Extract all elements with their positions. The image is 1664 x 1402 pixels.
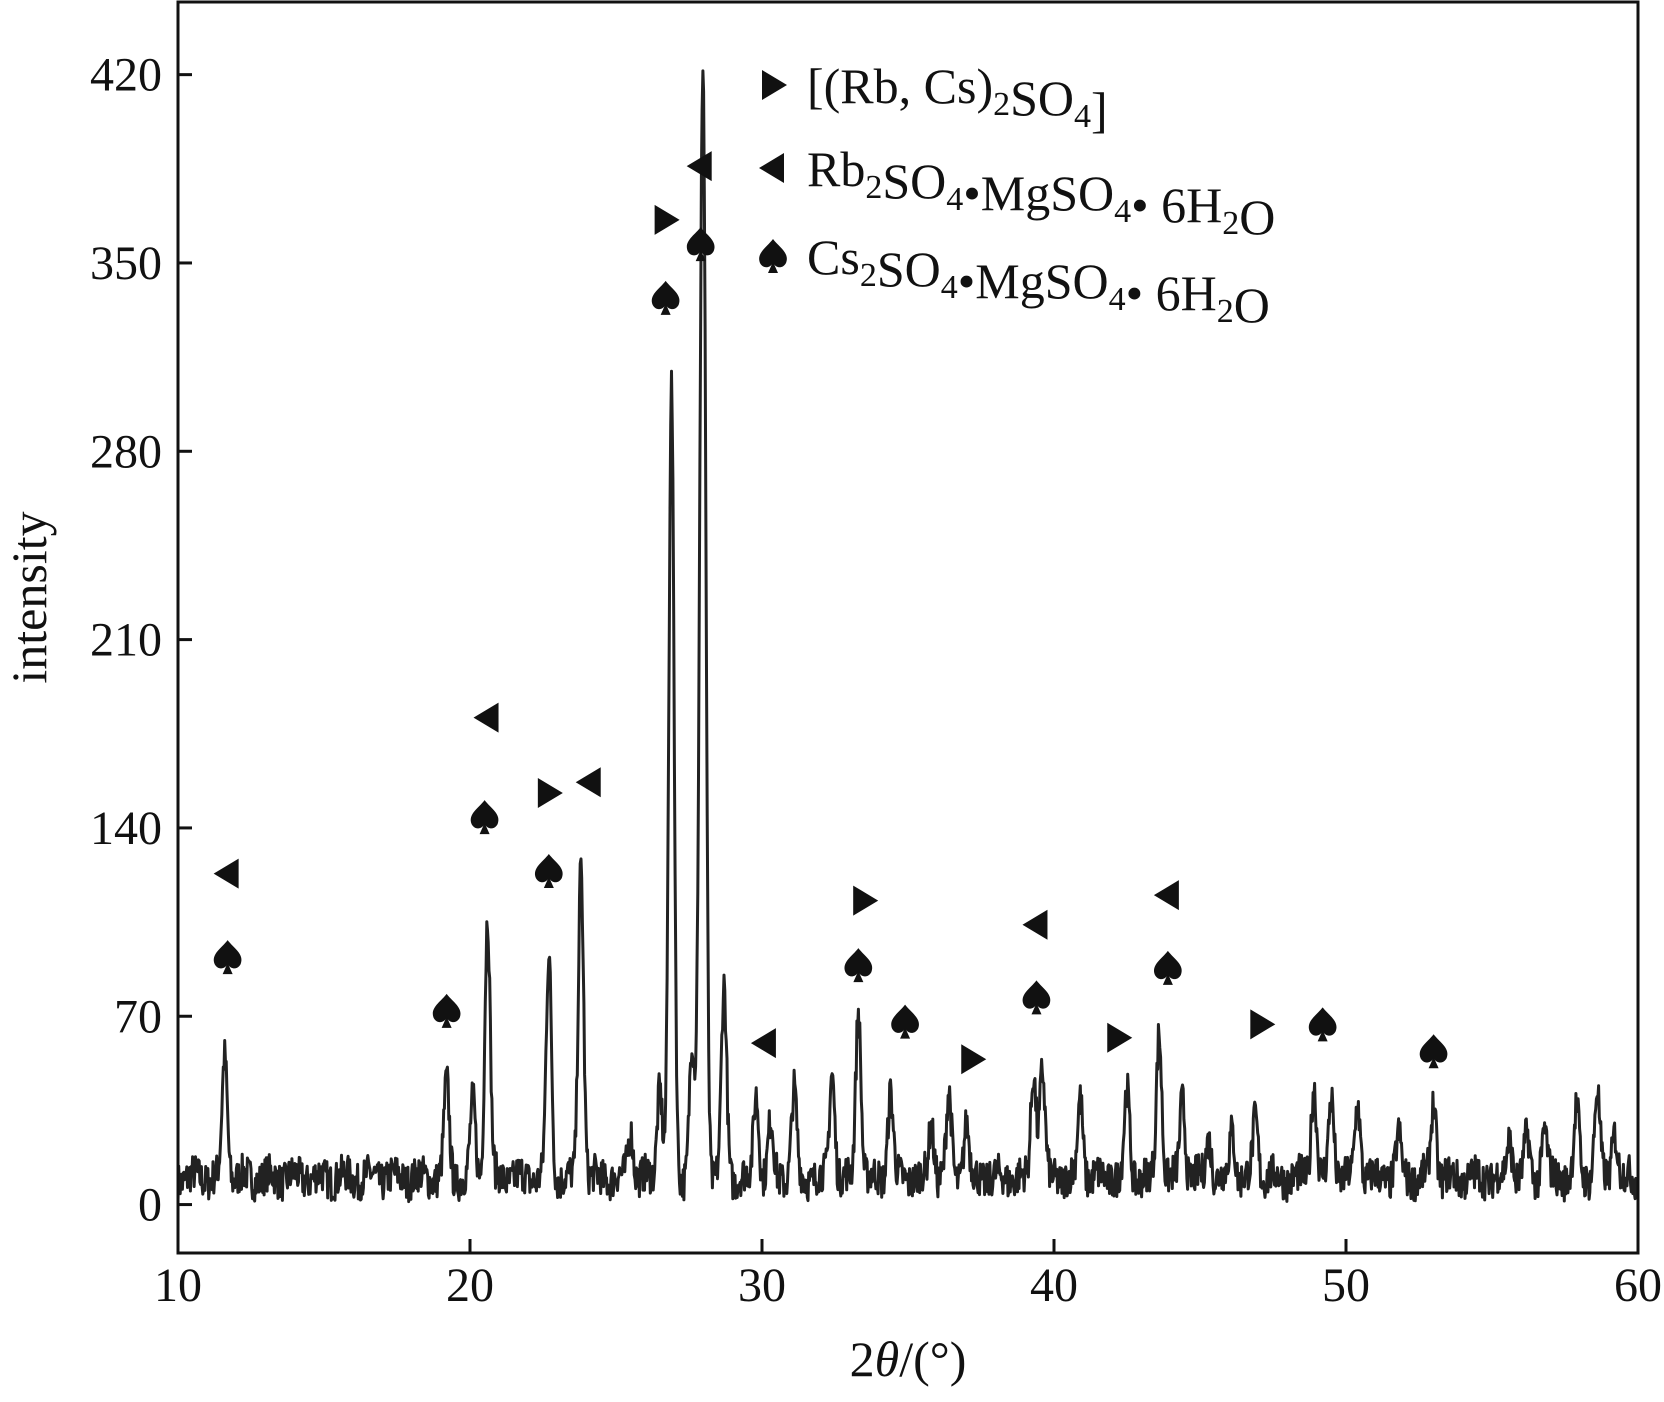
right-triangle-marker [1250, 1009, 1276, 1040]
legend-label: Cs2SO4•MgSO4• 6H2O [807, 229, 1270, 333]
spade-marker [470, 800, 499, 835]
spade-marker [891, 1004, 919, 1039]
x-tick-label: 50 [1322, 1259, 1370, 1312]
spade-marker [1419, 1034, 1448, 1069]
spade-marker [213, 940, 242, 975]
y-axis-label: intensity [1, 511, 57, 683]
spade-marker [1308, 1007, 1337, 1042]
y-tick-label: 0 [138, 1179, 162, 1232]
left-triangle-marker [1153, 880, 1179, 911]
right-triangle-marker [853, 885, 879, 916]
right-triangle-marker [1107, 1022, 1133, 1053]
x-tick-label: 20 [446, 1259, 494, 1312]
plot-area [176, 69, 1640, 1204]
legend-label: Rb2SO4•MgSO4• 6H2O [807, 141, 1275, 245]
right-triangle-marker [961, 1044, 987, 1075]
spade-marker [534, 853, 563, 888]
right-triangle-legend-marker [762, 70, 787, 100]
y-tick-label: 210 [90, 614, 162, 667]
peak-markers [213, 151, 1448, 1075]
x-tick-label: 10 [154, 1259, 202, 1312]
left-triangle-marker [473, 702, 499, 733]
plot-frame [176, 0, 1640, 1255]
right-triangle-marker [537, 777, 563, 808]
x-tick-label: 30 [738, 1259, 786, 1312]
y-tick-label: 280 [90, 425, 162, 478]
legend-label: [(Rb, Cs)2SO4] [807, 58, 1108, 138]
spade-marker [686, 227, 715, 262]
spade-marker [1022, 980, 1051, 1015]
spade-marker [844, 948, 873, 983]
right-triangle-marker [654, 204, 680, 235]
x-tick-label: 40 [1030, 1259, 1078, 1312]
y-tick-label: 140 [90, 802, 162, 855]
y-tick-label: 420 [90, 49, 162, 102]
spade-legend-marker [759, 239, 787, 273]
left-triangle-marker [686, 151, 712, 182]
y-tick-label: 70 [114, 990, 162, 1043]
left-triangle-marker [1022, 909, 1048, 940]
left-triangle-marker [750, 1028, 776, 1059]
spade-marker [1154, 950, 1182, 985]
legend-item: [(Rb, Cs)2SO4] [762, 58, 1108, 138]
spade-marker [432, 993, 461, 1028]
y-tick-label: 350 [90, 237, 162, 290]
left-triangle-marker [575, 767, 601, 798]
x-axis-label: 2θ/(°) [850, 1331, 967, 1387]
legend: [(Rb, Cs)2SO4]Rb2SO4•MgSO4• 6H2OCs2SO4•M… [759, 58, 1275, 333]
left-triangle-marker [213, 858, 239, 889]
diffraction-trace [176, 69, 1640, 1204]
left-triangle-legend-marker [759, 153, 784, 183]
legend-item: Cs2SO4•MgSO4• 6H2O [759, 229, 1270, 333]
legend-item: Rb2SO4•MgSO4• 6H2O [759, 141, 1275, 245]
spade-marker [651, 280, 680, 315]
x-tick-label: 60 [1614, 1259, 1662, 1312]
